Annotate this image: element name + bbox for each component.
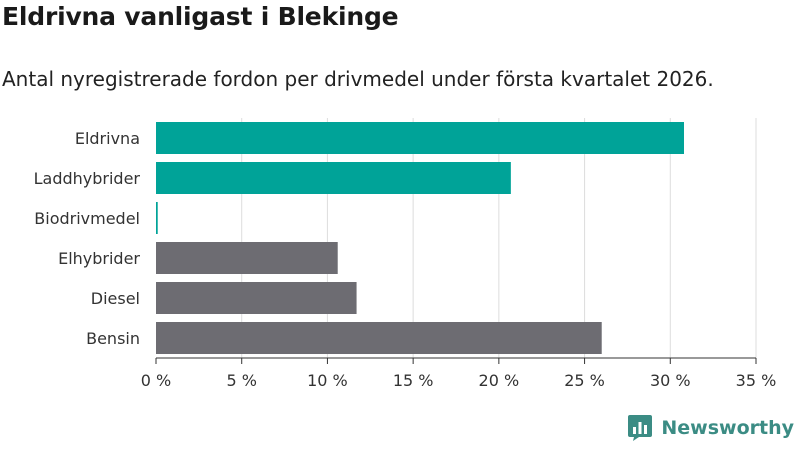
category-label: Elhybrider (58, 249, 140, 268)
category-label: Diesel (91, 289, 140, 308)
x-tick-label: 15 % (393, 371, 434, 390)
x-tick-label: 5 % (226, 371, 256, 390)
bar (156, 282, 357, 314)
bar (156, 322, 602, 354)
bar (156, 122, 684, 154)
bar (156, 242, 338, 274)
x-tick-label: 0 % (141, 371, 171, 390)
category-label: Bensin (86, 329, 140, 348)
x-tick-label: 20 % (479, 371, 520, 390)
brand: Newsworthy (627, 414, 794, 442)
chart-subtitle: Antal nyregistrerade fordon per drivmede… (2, 67, 714, 91)
brand-name: Newsworthy (661, 417, 794, 439)
x-tick-label: 10 % (307, 371, 348, 390)
x-tick-label: 25 % (564, 371, 605, 390)
category-label: Biodrivmedel (34, 209, 140, 228)
bar (156, 162, 511, 194)
newsworthy-logo-icon (628, 415, 653, 441)
chart-title: Eldrivna vanligast i Blekinge (2, 2, 399, 31)
bar (156, 202, 158, 234)
x-tick-label: 35 % (736, 371, 777, 390)
category-label: Laddhybrider (34, 169, 141, 188)
x-tick-label: 30 % (650, 371, 691, 390)
category-label: Eldrivna (75, 129, 140, 148)
